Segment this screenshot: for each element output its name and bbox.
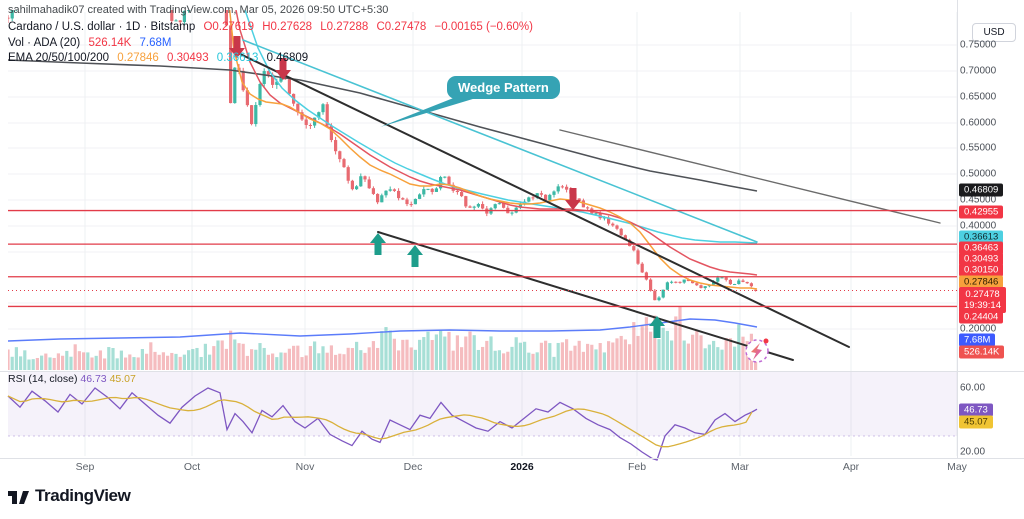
down-arrow-marker	[275, 58, 291, 80]
rsi-ma-line	[7, 395, 753, 448]
price-axis-badge: 0.24404	[959, 310, 1004, 324]
rsi-ma-value: 45.07	[109, 373, 136, 385]
up-arrow-marker	[649, 316, 665, 338]
time-tick-label: Dec	[403, 461, 423, 473]
down-arrow-marker	[565, 188, 581, 210]
price-tick-label: 0.20000	[960, 323, 997, 335]
volume-legend-row[interactable]: Vol · ADA (20) 526.14K 7.68M	[8, 36, 538, 52]
price-tick-label: 0.70000	[960, 65, 997, 77]
current-price-value: 0.27478	[965, 289, 1000, 300]
price-axis-badge: 0.36613	[959, 230, 1004, 244]
price-axis-badge: 0.30493	[959, 252, 1004, 266]
price-tick-label: 0.75000	[960, 39, 997, 51]
ohlc-change: −0.00165 (−0.60%)	[434, 21, 533, 33]
currency-toggle-button[interactable]: USD	[972, 23, 1016, 42]
down-arrow-marker	[229, 36, 245, 58]
up-arrow-marker	[370, 233, 386, 255]
ema100-line	[244, 10, 758, 244]
volume-value: 526.14K	[88, 36, 132, 49]
rsi-axis-badge: 46.73	[959, 403, 993, 417]
notification-dot	[763, 338, 769, 344]
rsi-title: RSI (14, close)	[8, 373, 78, 385]
price-tick-label: 0.55000	[960, 142, 997, 154]
price-axis-badge: 526.14K	[959, 345, 1005, 359]
ohlc-high: H0.27628	[262, 21, 313, 33]
price-axis-badge: 0.36463	[959, 241, 1004, 255]
ema200-value: 0.46809	[266, 52, 309, 64]
gridlines	[8, 12, 958, 456]
symbol-title: Cardano / U.S. dollar · 1D · Bitstamp	[8, 21, 196, 33]
rsi-legend-row[interactable]: RSI (14, close) 46.73 45.07	[8, 373, 136, 385]
chart-legend: Cardano / U.S. dollar · 1D · Bitstamp O0…	[8, 20, 538, 67]
price-axis-badge: 0.30150	[959, 263, 1004, 277]
wedge-pattern-callout: Wedge Pattern	[447, 76, 560, 99]
ema200-line	[8, 59, 758, 192]
price-axis-badge: 7.68M	[959, 333, 996, 347]
ema-legend-row[interactable]: EMA 20/50/100/200 0.27846 0.30493 0.3661…	[8, 51, 538, 67]
teal-trendline	[242, 39, 758, 243]
ohlc-close: C0.27478	[376, 21, 427, 33]
lightning-bolt	[751, 343, 762, 360]
tradingview-logo-icon	[8, 491, 29, 504]
rsi-line	[7, 387, 758, 461]
price-tick-label: 0.45000	[960, 194, 997, 206]
price-axis-badge: 0.46809	[959, 183, 1004, 197]
up-arrow-marker	[407, 245, 423, 267]
ema20-value: 0.27846	[117, 52, 159, 64]
ema50-value: 0.30493	[167, 52, 209, 64]
price-tick-label: 0.60000	[960, 117, 997, 129]
volume-label: Vol · ADA (20)	[8, 36, 81, 49]
time-tick-label: 2026	[510, 461, 534, 473]
rsi-band	[8, 372, 957, 436]
ema100-value: 0.36613	[216, 52, 259, 64]
rsi-tick-label: 20.00	[960, 446, 986, 458]
ema20-line	[228, 10, 758, 290]
time-tick-label: Apr	[842, 461, 860, 473]
ohlc-low: L0.27288	[320, 21, 369, 33]
price-axis-badge: 0.42955	[959, 205, 1004, 219]
rsi-axis-badge: 45.07	[959, 415, 993, 429]
tradingview-logo-text: TradingView	[35, 486, 131, 505]
rsi-tick-label: 60.00	[960, 382, 986, 394]
current-price-label: 0.27478 19:39:14	[959, 287, 1006, 313]
bar-countdown: 19:39:14	[964, 300, 1001, 311]
volume-ma-line	[8, 318, 758, 342]
price-tick-label: 0.65000	[960, 91, 997, 103]
symbol-legend-row[interactable]: Cardano / U.S. dollar · 1D · Bitstamp O0…	[8, 20, 538, 36]
wedge-upper-black	[235, 51, 850, 348]
watermark: sahilmahadik07 created with TradingView.…	[8, 4, 389, 16]
time-tick-label: Sep	[75, 461, 95, 473]
volume-ma-value: 7.68M	[139, 36, 172, 49]
wedge-callout-tail	[380, 95, 486, 127]
ema-label: EMA 20/50/100/200	[8, 52, 110, 64]
time-tick-label: May	[947, 461, 967, 473]
rsi-value: 46.73	[80, 373, 107, 385]
price-axis-badge: 0.27846	[959, 275, 1004, 289]
price-tick-label: 0.50000	[960, 168, 997, 180]
wedge-lower-black	[377, 231, 794, 361]
time-tick-label: Feb	[627, 461, 647, 473]
gray-trendline	[559, 129, 941, 224]
price-tick-label: 0.40000	[960, 220, 997, 232]
ohlc-open: O0.27619	[203, 21, 254, 33]
time-tick-label: Mar	[730, 461, 750, 473]
time-tick-label: Nov	[295, 461, 315, 473]
time-tick-label: Oct	[183, 461, 201, 473]
tradingview-logo[interactable]: TradingView	[8, 486, 131, 506]
